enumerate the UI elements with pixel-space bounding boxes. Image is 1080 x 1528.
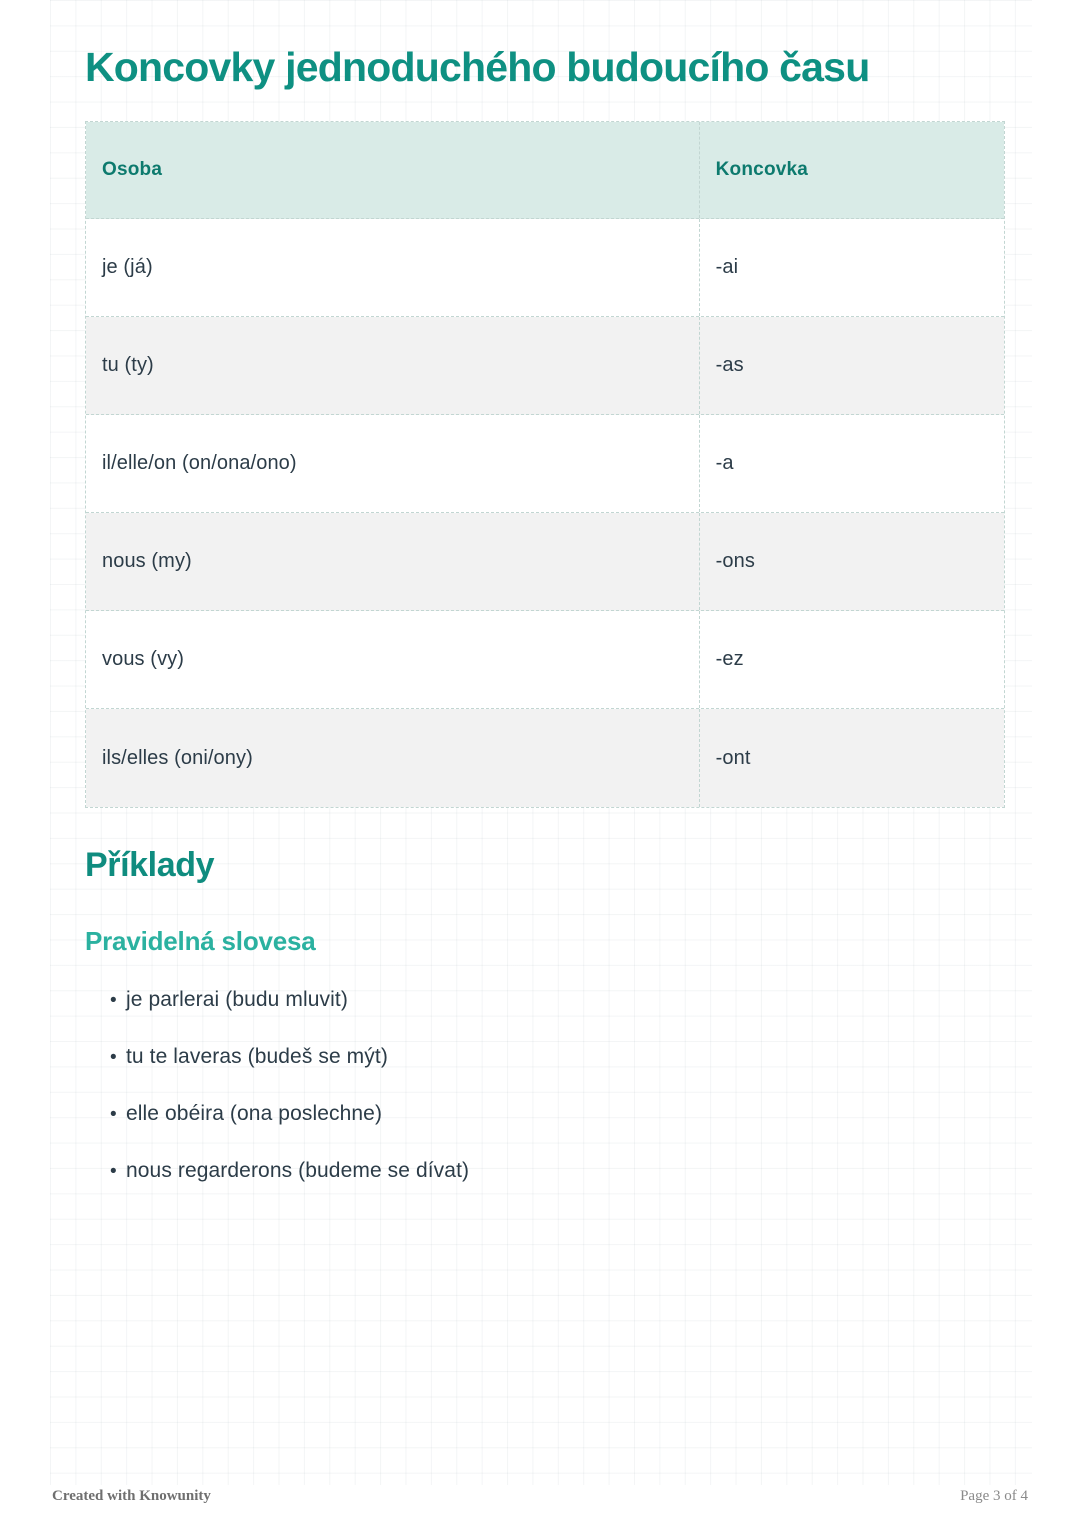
cell-osoba: tu (ty) (86, 317, 700, 414)
page-footer: Created with Knowunity Page 3 of 4 (0, 1488, 1080, 1528)
list-item-label: elle obéira (ona poslechne) (126, 1102, 383, 1125)
table-header-row: Osoba Koncovka (86, 122, 1004, 219)
bullet-dot-icon: • (110, 990, 117, 1011)
section-heading-priklady: Příklady (85, 846, 215, 884)
list-item-label: tu te laveras (budeš se mýt) (126, 1045, 388, 1068)
cell-osoba: ils/elles (oni/ony) (86, 709, 700, 807)
table-row: ils/elles (oni/ony) -ont (86, 709, 1004, 807)
footer-page-number: Page 3 of 4 (960, 1488, 1028, 1504)
footer-credit: Created with Knowunity (52, 1488, 211, 1504)
bullet-dot-icon: • (110, 1161, 117, 1182)
cell-koncovka: -a (715, 452, 734, 474)
cell-osoba: je (já) (86, 219, 700, 316)
page-title: Koncovky jednoduchého budoucího času (85, 44, 870, 90)
table-row: nous (my) -ons (86, 513, 1004, 611)
column-header-koncovka: Koncovka (715, 159, 809, 180)
table-row: je (já) -ai (86, 219, 1004, 317)
cell-koncovka: -ont (715, 746, 751, 769)
bullet-dot-icon: • (110, 1104, 117, 1125)
list-item: • je parlerai (budu mluvit) (110, 988, 910, 1045)
cell-koncovka: -ons (715, 550, 755, 572)
list-item: • elle obéira (ona poslechne) (110, 1102, 910, 1159)
list-item-label: je parlerai (budu mluvit) (126, 988, 348, 1011)
cell-koncovka: -as (715, 354, 744, 376)
list-item: • tu te laveras (budeš se mýt) (110, 1045, 910, 1102)
bullet-dot-icon: • (110, 1047, 117, 1068)
examples-list: • je parlerai (budu mluvit) • tu te lave… (110, 988, 910, 1216)
endings-table: Osoba Koncovka je (já) -ai tu (ty) -as i… (85, 121, 1005, 808)
cell-koncovka: -ez (715, 648, 744, 670)
list-item-label: nous regarderons (budeme se dívat) (126, 1159, 470, 1182)
subsection-heading-pravidelna-slovesa: Pravidelná slovesa (85, 926, 316, 956)
cell-osoba: nous (my) (86, 513, 700, 610)
table-row: tu (ty) -as (86, 317, 1004, 415)
table-row: vous (vy) -ez (86, 611, 1004, 709)
cell-koncovka: -ai (715, 256, 739, 278)
table-row: il/elle/on (on/ona/ono) -a (86, 415, 1004, 513)
cell-osoba: vous (vy) (86, 611, 700, 708)
list-item: • nous regarderons (budeme se dívat) (110, 1159, 910, 1216)
cell-osoba: il/elle/on (on/ona/ono) (86, 415, 700, 512)
column-header-osoba: Osoba (86, 122, 700, 218)
